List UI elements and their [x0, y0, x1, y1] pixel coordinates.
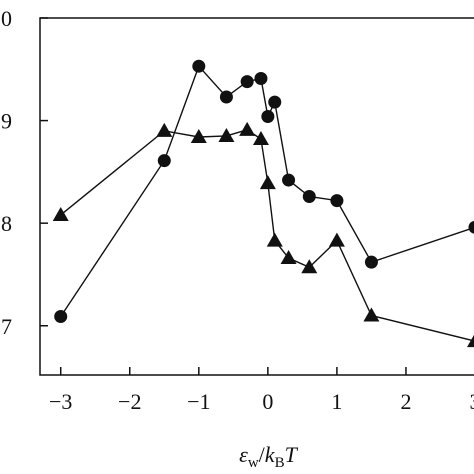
x-tick-label: −2 — [118, 389, 141, 414]
triangle-marker — [259, 175, 276, 190]
circle-marker — [219, 90, 233, 104]
circle-marker — [330, 194, 344, 208]
triangle-marker — [280, 250, 297, 265]
circle-marker — [282, 173, 296, 187]
x-axis-label-part: T — [285, 442, 299, 467]
plot-frame — [39, 17, 474, 376]
x-tick-label: 3 — [470, 389, 474, 414]
triangle-marker — [252, 131, 269, 146]
y-tick-label: 0.9 — [0, 109, 12, 134]
circle-marker — [261, 109, 275, 123]
triangle-marker — [190, 129, 207, 143]
triangle-marker — [328, 232, 345, 247]
x-tick-label: −3 — [49, 389, 72, 414]
circle-marker — [54, 310, 68, 324]
x-tick-label: 1 — [331, 389, 342, 414]
y-tick-label: 0.8 — [0, 211, 12, 236]
y-tick-label: 0.7 — [0, 314, 12, 339]
series-line — [60, 129, 474, 342]
circle-marker — [192, 59, 206, 73]
circle-marker — [364, 255, 378, 269]
x-tick-label: 0 — [262, 389, 273, 414]
triangle-marker — [218, 127, 235, 142]
x-axis-label-part: w — [248, 455, 259, 471]
x-tick-label: −1 — [187, 389, 210, 414]
x-axis-label: εw/kBT — [239, 442, 298, 471]
triangle-marker — [301, 259, 318, 274]
circle-marker — [240, 75, 254, 89]
series-line — [60, 64, 474, 317]
triangle-marker — [266, 232, 283, 247]
triangle-marker — [156, 122, 173, 137]
y-tick-label: 1.0 — [0, 6, 12, 31]
x-tick-label: 2 — [400, 389, 411, 414]
triangle-marker — [52, 206, 69, 221]
triangle-marker — [239, 121, 256, 136]
circle-marker — [468, 220, 474, 234]
x-axis-label-part: / — [259, 442, 266, 467]
x-axis-label-part: B — [275, 455, 285, 471]
triangle-marker — [363, 307, 380, 322]
x-axis-label-part: ε — [239, 442, 248, 467]
circle-marker — [157, 154, 171, 168]
circle-marker — [254, 72, 268, 86]
circle-marker — [302, 190, 316, 203]
triangle-marker — [467, 334, 474, 348]
x-axis-label-part: k — [265, 442, 276, 467]
circle-marker — [268, 95, 282, 109]
